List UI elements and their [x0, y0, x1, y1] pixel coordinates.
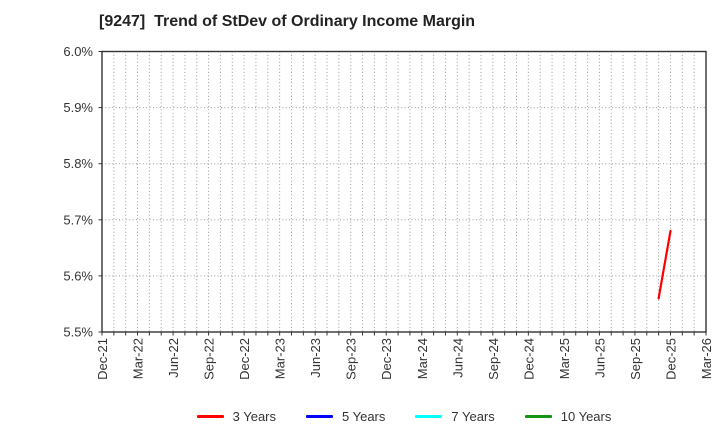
legend-line-7-years-icon — [415, 414, 443, 418]
legend-label-3-years: 3 Years — [232, 408, 276, 424]
series-line-3-years — [657, 229, 672, 300]
x-tick-label: Mar-22 — [131, 338, 146, 379]
y-tick-label: 5.6% — [63, 268, 93, 283]
legend: 3 Years 5 Years 7 Years 10 Years — [102, 405, 706, 427]
y-tick-label: 5.7% — [63, 212, 93, 227]
legend-item-3-years: 3 Years — [196, 408, 276, 424]
y-tick-label: 5.5% — [63, 325, 93, 340]
y-tick-label: 5.9% — [63, 100, 93, 115]
x-tick-label: Sep-25 — [628, 338, 643, 380]
legend-line-5-years-icon — [306, 414, 333, 418]
plot-border — [101, 50, 707, 333]
x-tick-label: Mar-26 — [699, 338, 714, 379]
legend-item-10-years: 10 Years — [524, 408, 612, 424]
y-tick-label: 6.0% — [63, 44, 93, 59]
legend-line-3-years-icon — [196, 414, 224, 418]
x-tick-label: Jun-23 — [308, 338, 323, 378]
x-tick-label: Jun-25 — [592, 338, 607, 378]
legend-label-7-years: 7 Years — [451, 408, 495, 424]
x-tick-label: Mar-25 — [557, 338, 572, 379]
x-tick-label: Sep-22 — [202, 338, 217, 380]
legend-label-10-years: 10 Years — [560, 408, 612, 424]
y-tick-label: 5.8% — [63, 156, 93, 171]
x-tick-label: Dec-21 — [95, 338, 110, 380]
legend-line-10-years-icon — [524, 414, 552, 418]
legend-item-5-years: 5 Years — [306, 409, 385, 424]
x-tick-label: Dec-24 — [521, 338, 536, 380]
x-tick-label: Mar-24 — [415, 338, 430, 379]
x-tick-label: Jun-24 — [450, 338, 465, 378]
x-tick-label: Dec-22 — [237, 338, 252, 380]
x-tick-label: Sep-23 — [344, 338, 359, 380]
x-tick-label: Mar-23 — [273, 338, 288, 379]
chart-title: [9247] Trend of StDev of Ordinary Income… — [99, 13, 476, 30]
x-tick-label: Dec-25 — [663, 338, 678, 380]
x-tick-label: Dec-23 — [379, 338, 394, 380]
legend-item-7-years: 7 Years — [415, 408, 495, 424]
x-tick-label: Sep-24 — [486, 338, 501, 380]
x-tick-label: Jun-22 — [166, 338, 181, 378]
legend-label-5-years: 5 Years — [342, 408, 386, 424]
